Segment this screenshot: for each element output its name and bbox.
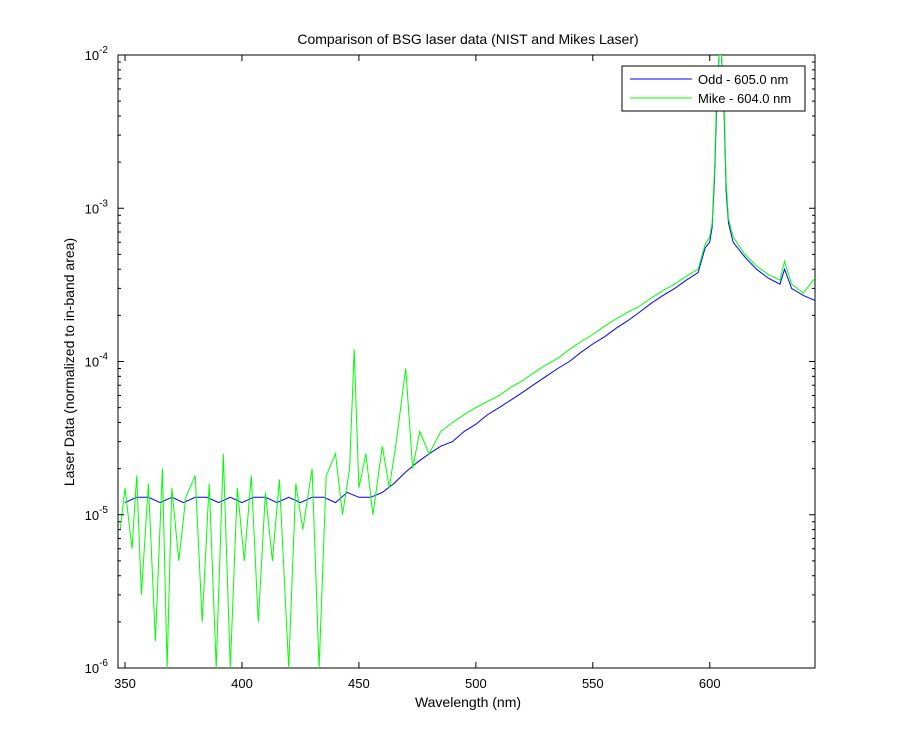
legend-box [621,65,806,112]
x-tick-label: 600 [699,676,721,691]
y-tick-label: 10-5 [85,505,109,523]
y-tick-label: 10-3 [85,198,109,216]
x-tick-label: 350 [114,676,136,691]
x-tick-label: 400 [231,676,253,691]
y-tick-label: 10-2 [85,45,109,63]
legend-label: Mike - 604.0 nm [698,91,791,106]
plot-frame [117,54,816,669]
plot-area: 350 400 450 500 550 600 10-6 10-5 10-4 10-3 10-2 Od… [85,45,816,691]
y-axis-label: Laser Data (normalized to in-band area) [61,238,77,486]
y-tick-label: 10-4 [85,352,109,370]
x-axis-label: Wavelength (nm) [415,694,521,710]
y-tick-label: 10-6 [85,658,109,676]
series-line-2 [119,55,815,668]
x-tick-label: 550 [582,676,604,691]
x-tick-label: 450 [348,676,370,691]
x-tick-label: 500 [465,676,487,691]
legend-label: Odd - 605.0 nm [698,72,788,87]
chart-title: Comparison of BSG laser data (NIST and M… [297,31,638,47]
